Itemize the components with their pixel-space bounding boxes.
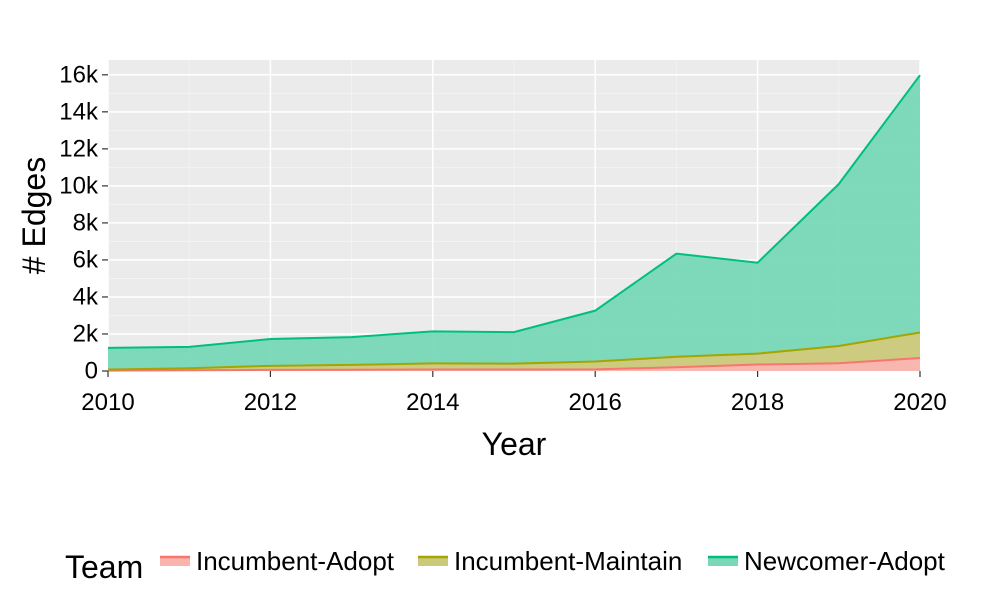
legend-label-incumbent-maintain: Incumbent-Maintain [454,546,682,576]
y-tick-label: 4k [73,283,99,310]
legend-key-newcomer-adopt [708,557,738,566]
line-incumbent-adopt [107,357,921,372]
line-newcomer-adopt [107,74,921,349]
x-axis-title: Year [482,426,547,462]
x-tick-label: 2016 [569,389,622,416]
area-newcomer-adopt [108,75,920,370]
axis-ticks [102,74,921,377]
area-incumbent-adopt [108,358,920,371]
y-tick-label: 6k [73,246,99,273]
legend-key-incumbent-maintain [418,557,448,566]
legend-title: Team [65,549,143,585]
legend-label-incumbent-adopt: Incumbent-Adopt [196,546,395,576]
y-tick-label: 8k [73,209,99,236]
series-lines-group [107,74,921,372]
area-incumbent-maintain [108,332,920,371]
legend-label-newcomer-adopt: Newcomer-Adopt [744,546,946,576]
y-tick-labels: 0 2k 4k 6k 8k 10k 12k 14k 16k [59,61,99,384]
x-tick-label: 2018 [731,389,784,416]
y-tick-label: 0 [85,358,98,385]
x-tick-label: 2020 [893,389,946,416]
x-tick-label: 2014 [406,389,459,416]
x-tick-label: 2010 [81,389,134,416]
x-tick-label: 2012 [244,389,297,416]
y-tick-label: 16k [59,61,99,88]
x-tick-labels: 2010 2012 2014 2016 2018 2020 [81,389,946,416]
line-incumbent-maintain [107,331,921,371]
area-series-group [108,75,920,371]
y-axis-title: # Edges [16,157,52,274]
y-tick-label: 10k [59,172,99,199]
legend-key-incumbent-adopt [160,557,190,566]
y-tick-label: 12k [59,135,99,162]
legend: Team Incumbent-Adopt Incumbent-Maintain Ne… [65,546,946,585]
y-tick-label: 2k [73,320,99,347]
y-tick-label: 14k [59,98,99,125]
